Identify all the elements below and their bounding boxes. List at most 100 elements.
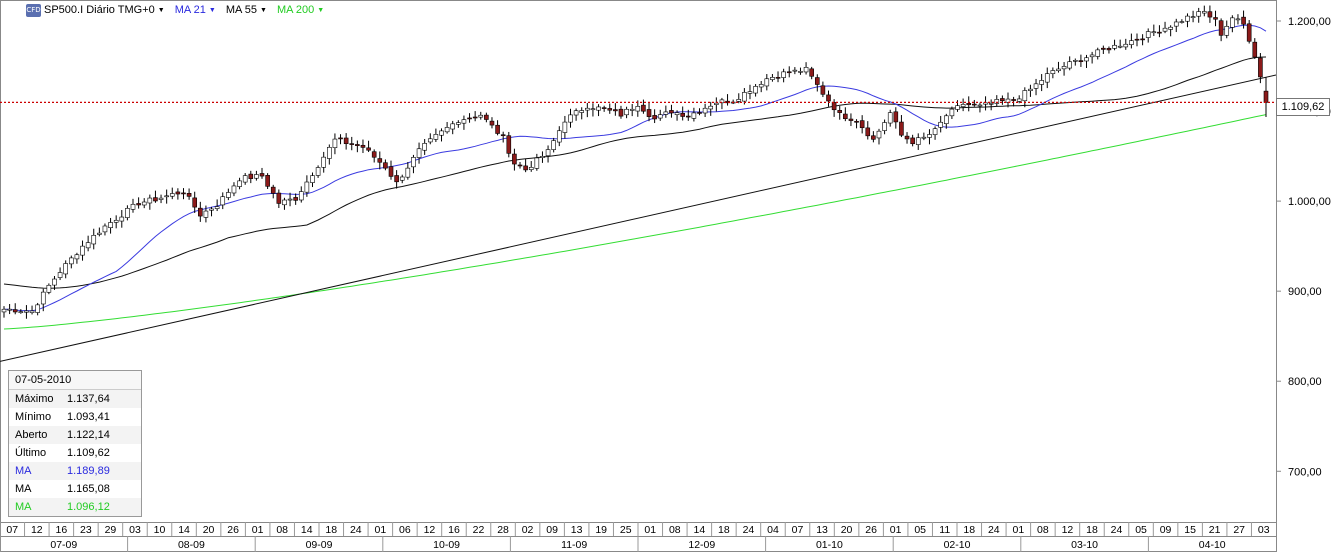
x-day-label: 28 [497, 524, 509, 536]
ma55-line [3, 56, 1267, 289]
candle-body [125, 208, 130, 218]
indicator-ma200[interactable]: MA 200 ▼ [277, 4, 324, 16]
plot-area [0, 0, 1277, 523]
x-day-label: 05 [1135, 524, 1147, 536]
info-value: 1.109,62 [67, 447, 110, 459]
info-value: 1.137,64 [67, 393, 110, 405]
trendline [0, 74, 1277, 362]
candle-body [1022, 90, 1028, 102]
candle-body [321, 156, 327, 168]
candle-body [826, 94, 831, 102]
candle-body [955, 105, 960, 110]
candle-body [276, 192, 282, 204]
candle-body [1072, 60, 1078, 62]
candle-body [1224, 26, 1230, 36]
candle-body [282, 199, 287, 206]
candle-body [315, 167, 321, 176]
candle-body [259, 173, 265, 177]
symbol-label: SP500.I Diário TMG+0 [44, 4, 155, 16]
candle-body [265, 175, 270, 187]
candle-body [1258, 57, 1263, 78]
candle-body [691, 112, 697, 119]
candle-body [685, 115, 691, 118]
candle-body [786, 71, 792, 74]
candle-body [702, 107, 708, 114]
info-label: Aberto [15, 429, 48, 441]
indicator-ma21[interactable]: MA 21 ▼ [175, 4, 216, 16]
candle-body [175, 191, 181, 195]
x-day-label: 07 [792, 524, 804, 536]
candle-body [158, 197, 164, 200]
candle-body [977, 104, 983, 107]
x-day-label: 12 [424, 524, 436, 536]
candle-body [1084, 57, 1089, 62]
candle-body [506, 135, 512, 154]
x-day-label: 20 [841, 524, 853, 536]
candle-body [377, 158, 383, 163]
candle-body [85, 242, 91, 249]
candle-body [495, 124, 500, 134]
candle-body [607, 108, 613, 111]
x-month-label: 01-10 [816, 539, 843, 551]
candle-body [254, 174, 259, 179]
candle-body [714, 102, 719, 105]
x-day-label: 24 [1111, 524, 1123, 536]
x-day-label: 27 [1233, 524, 1245, 536]
x-month-label: 10-09 [433, 539, 460, 551]
candle-body [854, 120, 859, 123]
y-tick-label: 900,00 [1288, 286, 1322, 298]
candle-body [1095, 49, 1101, 57]
x-month-label: 02-10 [944, 539, 971, 551]
info-label: MA [15, 483, 32, 495]
candle-body [646, 109, 652, 117]
indicator-ma55[interactable]: MA 55 ▼ [226, 4, 267, 16]
info-label: MA [15, 465, 32, 477]
candle-body [1207, 11, 1213, 18]
candle-body [304, 181, 310, 193]
candle-body [74, 254, 80, 260]
x-day-label: 13 [571, 524, 583, 536]
candle-body [562, 121, 568, 133]
x-day-label: 23 [80, 524, 92, 536]
info-label: Último [15, 447, 47, 459]
candle-body [1196, 11, 1201, 17]
candle-body [153, 197, 158, 202]
candle-body [859, 120, 865, 129]
candle-body [736, 99, 742, 102]
candle-body [57, 272, 63, 278]
candle-body [1213, 17, 1218, 20]
x-day-label: 21 [1209, 524, 1221, 536]
x-month-label: 04-10 [1199, 539, 1226, 551]
candle-body [540, 156, 545, 158]
candle-body [618, 108, 624, 117]
candle-body [1157, 31, 1162, 34]
info-date: 07-05-2010 [9, 371, 141, 390]
candle-body [1241, 16, 1246, 25]
candle-body [169, 193, 175, 197]
candle-body [248, 173, 254, 179]
candle-body [1067, 61, 1072, 69]
candle-body [484, 114, 489, 120]
candle-body [943, 115, 949, 124]
x-day-label: 07 [6, 524, 18, 536]
x-day-label: 14 [694, 524, 706, 536]
candle-body [893, 111, 899, 123]
candle-body [994, 99, 1000, 104]
candle-body [371, 151, 377, 158]
y-tick-label: 800,00 [1288, 376, 1322, 388]
candle-body [1112, 44, 1117, 49]
candle-body [1011, 99, 1016, 101]
candle-body [1151, 31, 1157, 34]
candle-body [366, 147, 371, 151]
x-day-label: 24 [350, 524, 362, 536]
x-day-label: 05 [914, 524, 926, 536]
candle-body [517, 164, 523, 167]
candle-body [1185, 15, 1190, 22]
x-day-label: 14 [301, 524, 313, 536]
x-day-label: 01 [252, 524, 264, 536]
x-day-label: 01 [644, 524, 656, 536]
chevron-down-icon: ▼ [317, 6, 325, 14]
symbol-selector[interactable]: SP500.I Diário TMG+0 ▼ [44, 4, 165, 16]
candle-body [831, 102, 837, 111]
